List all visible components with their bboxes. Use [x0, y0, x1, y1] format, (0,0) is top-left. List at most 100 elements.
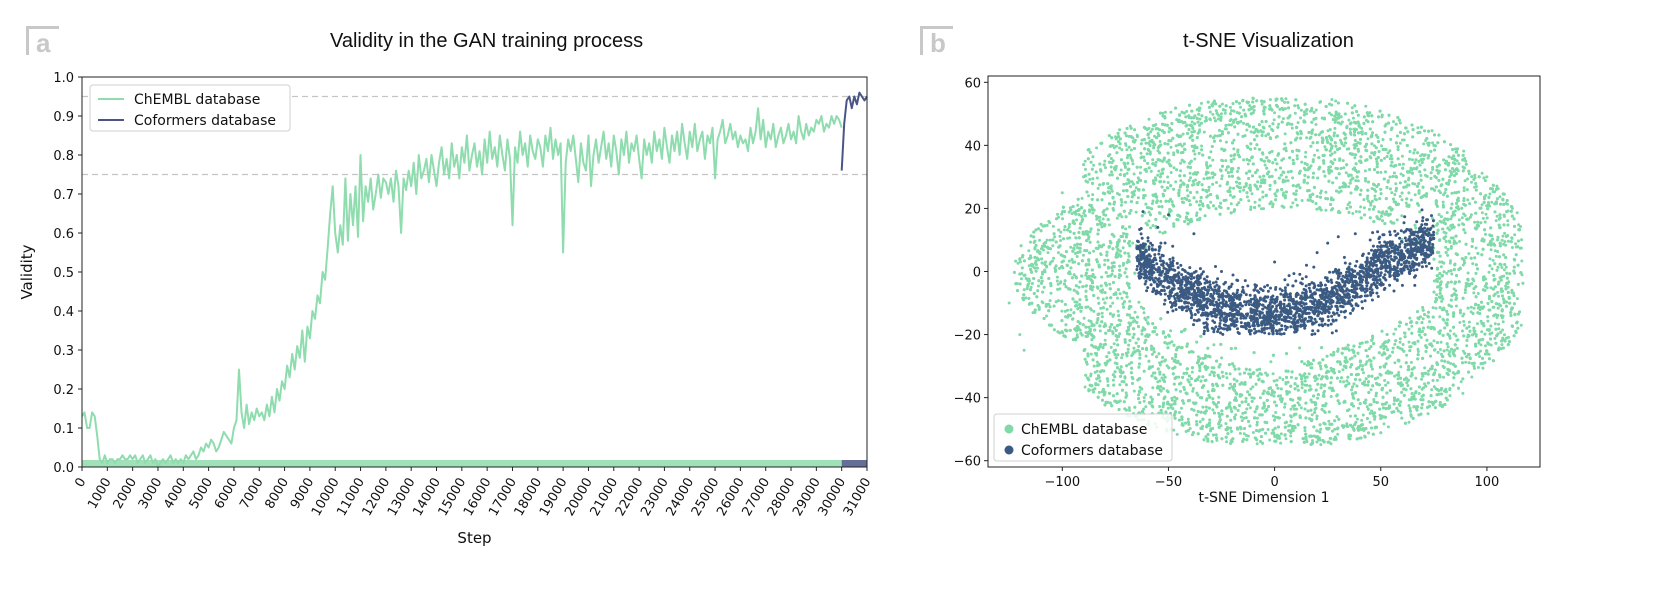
- chembl-point: [1155, 333, 1159, 336]
- x-axis-label: Step: [457, 529, 491, 547]
- chembl-point: [1461, 391, 1465, 395]
- chembl-point: [1440, 299, 1444, 303]
- chembl-point: [1069, 245, 1073, 249]
- chembl-point: [1286, 179, 1290, 183]
- x-tick-label: 6000: [212, 476, 242, 512]
- chembl-point: [1469, 213, 1473, 217]
- chembl-point: [1388, 149, 1392, 153]
- chembl-point: [1242, 416, 1246, 420]
- chembl-point: [1431, 216, 1434, 220]
- chembl-point: [1128, 299, 1132, 303]
- chembl-point: [1095, 360, 1099, 364]
- chembl-point: [1407, 368, 1411, 371]
- chembl-point: [1497, 294, 1500, 298]
- chembl-point: [1255, 420, 1259, 424]
- chembl-point: [1120, 356, 1124, 360]
- chembl-point: [1165, 217, 1169, 221]
- chembl-point: [1325, 138, 1329, 142]
- chembl-point: [1068, 236, 1072, 240]
- chembl-point: [1158, 140, 1162, 143]
- chembl-point: [1452, 287, 1456, 291]
- chembl-point: [1461, 263, 1465, 267]
- chembl-point: [1302, 113, 1306, 117]
- series-line-chembl: [81, 107, 843, 468]
- chembl-point: [1127, 343, 1131, 347]
- chembl-point: [1162, 373, 1166, 377]
- chembl-point: [1179, 169, 1183, 173]
- chembl-point: [1111, 378, 1115, 382]
- chembl-point: [1158, 175, 1162, 179]
- chembl-point: [1413, 182, 1417, 186]
- chembl-point: [1457, 218, 1461, 222]
- chembl-point: [1329, 442, 1333, 446]
- chembl-point: [1058, 234, 1062, 238]
- chembl-point: [1368, 420, 1372, 424]
- chembl-point: [1174, 144, 1178, 148]
- chembl-point: [1125, 148, 1129, 152]
- chembl-point: [1116, 296, 1119, 300]
- chembl-point: [1307, 372, 1311, 376]
- chembl-point: [1142, 396, 1146, 400]
- chembl-point: [1194, 178, 1197, 182]
- chembl-point: [1075, 333, 1079, 337]
- chembl-point: [1211, 158, 1215, 162]
- chembl-point: [1103, 338, 1107, 342]
- chembl-point: [1384, 383, 1388, 387]
- chembl-point: [1206, 390, 1210, 394]
- chembl-point: [1120, 200, 1124, 204]
- chembl-point: [1284, 437, 1288, 441]
- chembl-point: [1215, 438, 1219, 442]
- chembl-point: [1471, 262, 1475, 266]
- chembl-point: [1306, 181, 1309, 185]
- chembl-point: [1296, 104, 1300, 108]
- chembl-point: [1137, 393, 1140, 397]
- chembl-point: [1096, 383, 1100, 387]
- chembl-point: [1398, 340, 1402, 344]
- chembl-point: [1476, 366, 1480, 369]
- chembl-point: [1225, 376, 1229, 380]
- chembl-point: [1016, 261, 1020, 265]
- chembl-point: [1244, 396, 1248, 400]
- chembl-point: [1303, 362, 1306, 366]
- chembl-point: [1201, 424, 1205, 428]
- chembl-point: [1502, 268, 1506, 272]
- chembl-point: [1367, 207, 1371, 211]
- chembl-point: [1401, 162, 1405, 166]
- chembl-point: [1205, 409, 1208, 413]
- chembl-point: [1172, 402, 1176, 406]
- chembl-point: [1174, 180, 1178, 184]
- chembl-point: [1324, 190, 1328, 194]
- chembl-point: [1439, 215, 1443, 219]
- chembl-point: [1478, 355, 1482, 358]
- chembl-point: [1037, 284, 1040, 288]
- chembl-point: [1407, 327, 1411, 331]
- chembl-point: [1500, 266, 1504, 269]
- chembl-point: [1128, 408, 1131, 412]
- chembl-point: [1104, 213, 1108, 217]
- chembl-point: [1212, 374, 1216, 378]
- chembl-point: [1186, 417, 1190, 421]
- chembl-point: [1435, 293, 1439, 297]
- chembl-point: [1284, 149, 1288, 153]
- chembl-point: [1144, 393, 1148, 397]
- chembl-point: [1323, 389, 1326, 393]
- chembl-point: [1515, 211, 1519, 215]
- chembl-point: [1207, 188, 1211, 192]
- chembl-point: [1313, 153, 1316, 157]
- chembl-point: [1283, 405, 1287, 409]
- chembl-point: [1409, 198, 1413, 202]
- chembl-point: [1490, 200, 1494, 204]
- chembl-point: [1224, 372, 1228, 375]
- chembl-point: [1048, 299, 1052, 303]
- chembl-point: [1172, 428, 1176, 432]
- chembl-point: [1417, 160, 1421, 163]
- chembl-point: [1092, 309, 1096, 313]
- chembl-point: [1319, 367, 1323, 371]
- chembl-point: [1327, 419, 1331, 423]
- chembl-point: [1234, 413, 1238, 417]
- chembl-point: [1282, 191, 1285, 195]
- chembl-point: [1344, 171, 1348, 175]
- chembl-point: [1495, 214, 1499, 218]
- chembl-point: [1311, 439, 1314, 443]
